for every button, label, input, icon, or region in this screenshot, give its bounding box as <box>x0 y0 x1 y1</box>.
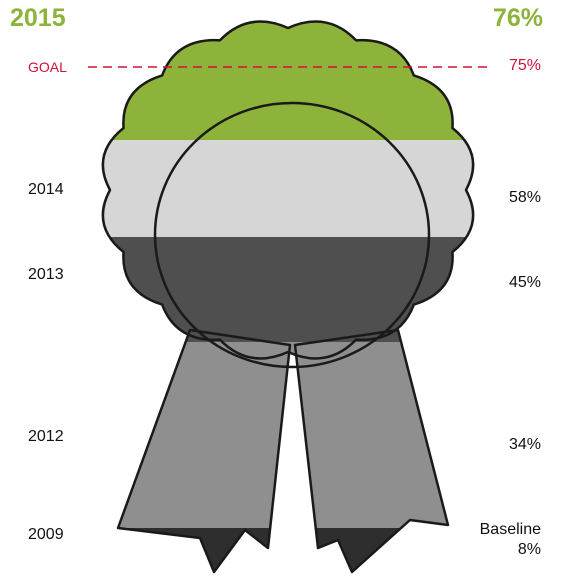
year-label: 2012 <box>28 427 64 447</box>
value-label: 45% <box>461 273 541 293</box>
goal-value: 75% <box>509 56 541 76</box>
goal-label: GOAL <box>28 57 67 77</box>
band <box>0 18 569 140</box>
value-label: Baseline 8% <box>461 520 541 560</box>
value-label: 58% <box>461 188 541 208</box>
year-label: 2014 <box>28 180 64 200</box>
year-label: 2013 <box>28 265 64 285</box>
value-label: 34% <box>461 435 541 455</box>
value-label: 76% <box>493 4 543 32</box>
year-label: 2015 <box>10 4 66 32</box>
year-label: 2009 <box>28 525 64 545</box>
infographic: 2015 76% 2014 58% 2013 45% 2012 34% 2009 Baseline… <box>0 0 569 582</box>
